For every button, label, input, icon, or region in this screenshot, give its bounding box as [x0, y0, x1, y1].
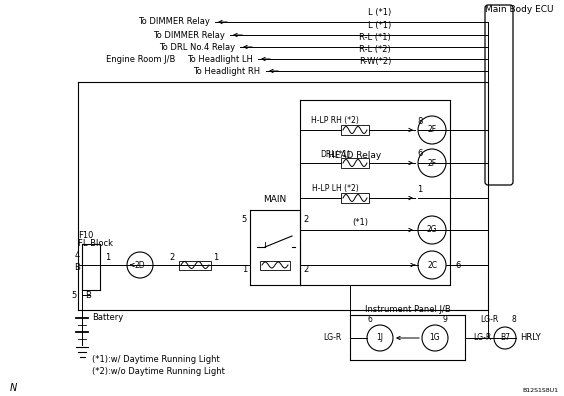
Bar — [260, 261, 290, 270]
Text: FL Block: FL Block — [78, 240, 113, 249]
Text: H-LP RH (*2): H-LP RH (*2) — [311, 116, 359, 126]
Text: B12S1S8U1: B12S1S8U1 — [522, 388, 558, 392]
Text: 2: 2 — [303, 265, 309, 274]
Text: (*1):w/ Daytime Running Light: (*1):w/ Daytime Running Light — [92, 356, 220, 364]
Text: Engine Room J/B: Engine Room J/B — [105, 55, 175, 65]
Text: HRLY: HRLY — [520, 333, 541, 343]
Bar — [341, 125, 369, 135]
Text: HEAD Relay: HEAD Relay — [328, 150, 382, 160]
Text: L (*1): L (*1) — [368, 21, 391, 30]
Text: To DIMMER Relay: To DIMMER Relay — [138, 17, 210, 27]
Text: LG-R: LG-R — [480, 316, 498, 324]
Text: 5: 5 — [242, 215, 247, 225]
Text: (*1): (*1) — [352, 217, 368, 227]
Bar — [341, 158, 369, 168]
Text: B7: B7 — [500, 333, 510, 343]
Text: 6: 6 — [455, 261, 460, 270]
Text: R-L (*2): R-L (*2) — [359, 45, 391, 54]
Text: B: B — [74, 263, 80, 272]
Text: 1J: 1J — [377, 333, 384, 343]
Text: L (*1): L (*1) — [368, 8, 391, 17]
Text: 6: 6 — [417, 150, 422, 158]
Text: 1: 1 — [417, 185, 422, 194]
Text: 1G: 1G — [430, 333, 440, 343]
Text: 8: 8 — [512, 316, 517, 324]
Text: 9: 9 — [443, 316, 447, 324]
Text: 2F: 2F — [428, 126, 437, 135]
Text: 1: 1 — [213, 253, 218, 263]
Text: LG-R: LG-R — [473, 333, 491, 343]
Text: 2: 2 — [170, 253, 175, 263]
Text: 2G: 2G — [427, 225, 437, 234]
Text: 2C: 2C — [427, 261, 437, 270]
Text: To Headlight LH: To Headlight LH — [187, 55, 253, 63]
Text: 1: 1 — [242, 265, 247, 274]
Text: LG-R: LG-R — [324, 333, 342, 343]
Text: 5: 5 — [72, 291, 77, 299]
Text: B: B — [85, 291, 91, 299]
Text: 2F: 2F — [428, 158, 437, 168]
Text: 1: 1 — [105, 253, 111, 263]
Bar — [179, 261, 211, 270]
Text: To DRL No.4 Relay: To DRL No.4 Relay — [159, 42, 235, 51]
Text: 2: 2 — [303, 215, 309, 225]
Text: MAIN: MAIN — [263, 196, 287, 204]
Text: DRL(*1): DRL(*1) — [320, 150, 350, 158]
Text: (*2):w/o Daytime Running Light: (*2):w/o Daytime Running Light — [92, 367, 225, 377]
Text: 4: 4 — [75, 251, 80, 259]
Text: 2D: 2D — [135, 261, 146, 270]
Text: 8: 8 — [417, 116, 422, 126]
Text: R-L (*1): R-L (*1) — [359, 33, 391, 42]
Text: F10: F10 — [78, 230, 94, 240]
Text: Main Body ECU: Main Body ECU — [484, 5, 553, 14]
Text: To Headlight RH: To Headlight RH — [193, 67, 260, 76]
Text: To DIMMER Relay: To DIMMER Relay — [153, 30, 225, 40]
Text: R-W(*2): R-W(*2) — [359, 57, 391, 66]
Text: Instrument Panel J/B: Instrument Panel J/B — [364, 305, 451, 314]
Text: H-LP LH (*2): H-LP LH (*2) — [312, 185, 358, 194]
Bar — [341, 193, 369, 203]
Text: N: N — [10, 383, 17, 393]
Text: 6: 6 — [368, 316, 372, 324]
Text: Battery: Battery — [92, 312, 124, 322]
